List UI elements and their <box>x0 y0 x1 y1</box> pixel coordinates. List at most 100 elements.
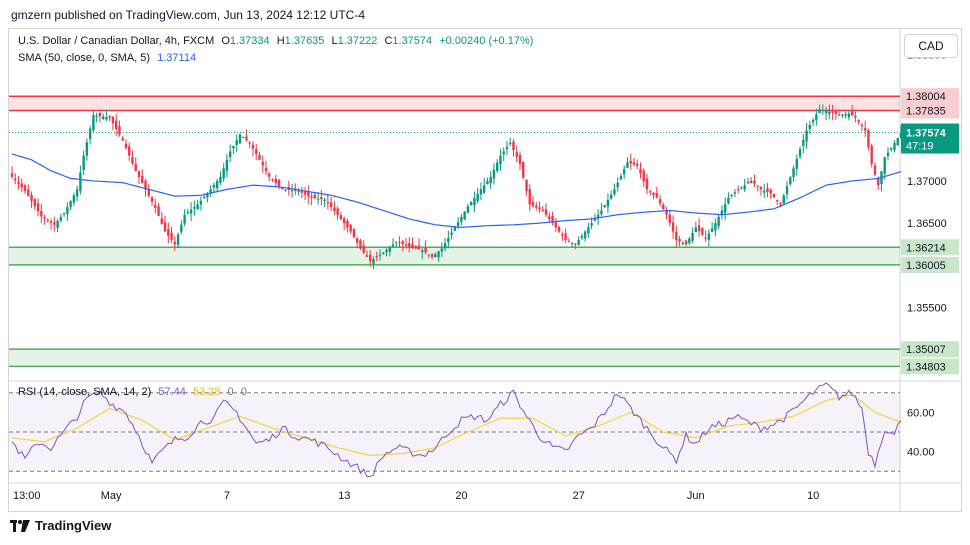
candle-body[interactable] <box>209 189 212 194</box>
candle-body[interactable] <box>574 243 577 245</box>
candle-body[interactable] <box>414 246 417 249</box>
candle-body[interactable] <box>782 195 785 204</box>
candle-body[interactable] <box>818 109 821 114</box>
candle-body[interactable] <box>466 206 470 213</box>
candle-body[interactable] <box>632 162 636 165</box>
candle-body[interactable] <box>251 144 255 149</box>
candle-body[interactable] <box>645 178 649 190</box>
candle-body[interactable] <box>805 130 808 142</box>
candle-body[interactable] <box>727 197 730 204</box>
candle-body[interactable] <box>492 169 496 179</box>
candle-body[interactable] <box>668 214 671 224</box>
candle-body[interactable] <box>75 189 79 197</box>
candle-body[interactable] <box>548 216 551 219</box>
support-zone-2[interactable] <box>9 349 900 367</box>
candle-body[interactable] <box>740 187 743 189</box>
candle-body[interactable] <box>92 115 95 131</box>
candle-body[interactable] <box>596 214 600 219</box>
candle-body[interactable] <box>137 170 141 178</box>
candle-body[interactable] <box>245 136 248 141</box>
candle-body[interactable] <box>219 176 222 183</box>
candle-body[interactable] <box>264 167 268 172</box>
candle-body[interactable] <box>281 187 284 190</box>
candle-body[interactable] <box>544 209 548 215</box>
candle-body[interactable] <box>681 242 685 245</box>
candle-body[interactable] <box>476 193 479 201</box>
candle-body[interactable] <box>111 117 115 124</box>
candle-body[interactable] <box>300 191 304 193</box>
candle-body[interactable] <box>310 196 313 198</box>
candle-body[interactable] <box>769 189 772 194</box>
candle-body[interactable] <box>443 243 447 249</box>
candle-body[interactable] <box>180 224 183 232</box>
candle-body[interactable] <box>867 129 870 148</box>
candle-body[interactable] <box>79 172 82 192</box>
candle-body[interactable] <box>411 244 414 248</box>
candle-body[interactable] <box>662 204 665 210</box>
candle-body[interactable] <box>509 142 512 145</box>
candle-body[interactable] <box>697 225 701 232</box>
candle-body[interactable] <box>570 242 574 244</box>
candle-body[interactable] <box>479 189 483 195</box>
candle-body[interactable] <box>53 222 56 225</box>
candle-body[interactable] <box>639 168 642 174</box>
candle-body[interactable] <box>512 141 515 150</box>
candle-body[interactable] <box>323 199 326 202</box>
candle-body[interactable] <box>277 179 281 187</box>
candle-body[interactable] <box>626 162 629 168</box>
candle-body[interactable] <box>290 190 294 192</box>
candle-body[interactable] <box>388 247 391 252</box>
candle-body[interactable] <box>27 189 30 197</box>
candle-body[interactable] <box>789 177 792 184</box>
candle-body[interactable] <box>541 209 544 211</box>
sma-label[interactable]: SMA (50, close, 0, SMA, 5) <box>18 52 151 64</box>
candle-body[interactable] <box>222 168 225 179</box>
candle-body[interactable] <box>421 250 424 253</box>
candle-body[interactable] <box>160 218 163 224</box>
candle-body[interactable] <box>346 220 349 228</box>
candle-body[interactable] <box>17 181 20 184</box>
candle-body[interactable] <box>671 222 675 232</box>
candle-body[interactable] <box>746 181 750 184</box>
candle-body[interactable] <box>665 209 668 215</box>
candle-body[interactable] <box>189 209 193 214</box>
candle-body[interactable] <box>157 206 160 216</box>
candle-body[interactable] <box>854 115 857 118</box>
candle-body[interactable] <box>580 235 584 238</box>
candle-body[interactable] <box>528 188 531 205</box>
candle-body[interactable] <box>824 110 828 114</box>
candle-body[interactable] <box>675 231 678 241</box>
candle-body[interactable] <box>743 185 746 190</box>
candle-body[interactable] <box>863 128 867 131</box>
candle-body[interactable] <box>268 173 271 177</box>
candle-body[interactable] <box>619 175 623 180</box>
candle-body[interactable] <box>355 237 359 243</box>
candle-body[interactable] <box>14 178 17 181</box>
candle-body[interactable] <box>398 242 401 244</box>
candle-body[interactable] <box>847 113 851 118</box>
candle-body[interactable] <box>795 158 798 169</box>
candle-body[interactable] <box>385 249 388 252</box>
candle-body[interactable] <box>49 221 53 223</box>
candle-body[interactable] <box>873 165 877 175</box>
candle-body[interactable] <box>828 111 831 115</box>
candle-body[interactable] <box>561 234 564 236</box>
candle-body[interactable] <box>525 179 528 192</box>
candle-body[interactable] <box>636 163 639 166</box>
chart-frame[interactable] <box>8 28 962 512</box>
candle-body[interactable] <box>20 183 23 188</box>
candle-body[interactable] <box>567 241 571 243</box>
candle-body[interactable] <box>587 227 590 234</box>
candle-body[interactable] <box>486 180 489 185</box>
candle-body[interactable] <box>424 247 427 253</box>
candle-body[interactable] <box>215 180 219 189</box>
candle-body[interactable] <box>228 151 232 158</box>
candle-body[interactable] <box>59 216 63 221</box>
candle-body[interactable] <box>798 149 802 157</box>
candle-body[interactable] <box>811 119 815 123</box>
rsi-line[interactable] <box>11 382 902 478</box>
candle-body[interactable] <box>173 241 177 245</box>
candle-body[interactable] <box>714 223 717 231</box>
candle-body[interactable] <box>372 259 375 264</box>
